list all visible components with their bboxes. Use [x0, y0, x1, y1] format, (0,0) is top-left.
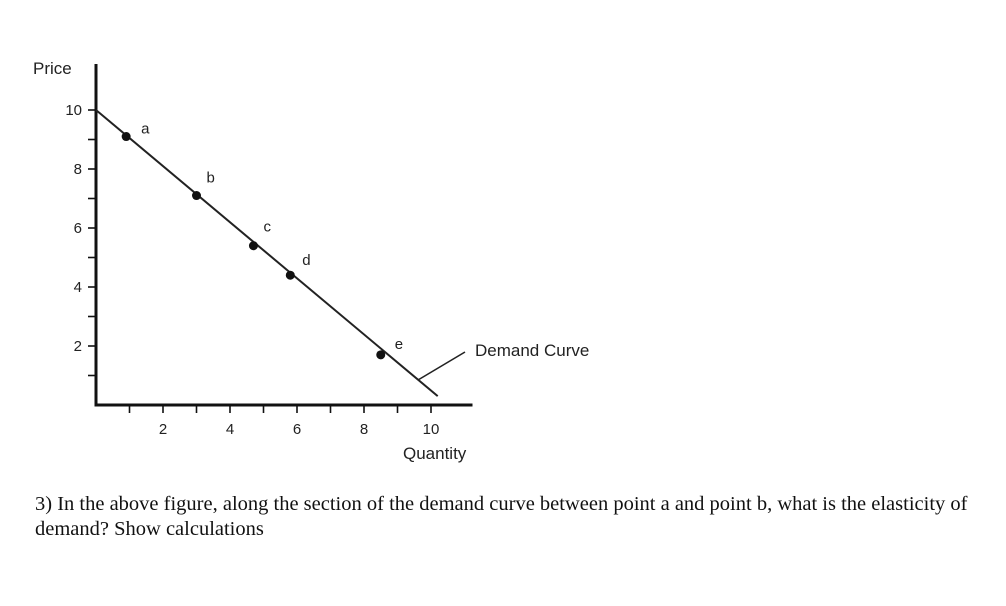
point-b	[192, 191, 201, 201]
y-axis-title: Price	[33, 59, 72, 78]
y-tick-label: 10	[65, 102, 82, 119]
x-tick-label: 10	[423, 421, 440, 438]
y-tick-label: 8	[74, 161, 82, 178]
x-tick-label: 8	[360, 421, 368, 438]
point-e	[376, 350, 386, 360]
demand-curve-label: Demand Curve	[475, 341, 589, 360]
point-c	[248, 241, 258, 251]
x-tick-label: 6	[293, 421, 301, 438]
point-label-a: a	[141, 121, 150, 138]
demand-curve-annotation-line	[417, 351, 466, 381]
point-label-b: b	[207, 170, 215, 187]
point-d	[285, 270, 295, 280]
point-label-c: c	[263, 219, 271, 236]
demand-chart: 2 4 6 8 10 2 4 6 8 10 a b c d e Price Quantity Demand…	[33, 59, 589, 463]
curve-layer	[95, 109, 439, 397]
y-tick-label: 2	[74, 338, 82, 355]
demand-chart-svg: 2 4 6 8 10 2 4 6 8 10 a b c d e Price Quantity Demand…	[33, 59, 589, 463]
x-tick-label: 4	[226, 421, 234, 438]
question-text: 3) In the above figure, along the sectio…	[35, 493, 968, 540]
y-tick-label: 4	[74, 279, 82, 296]
point-label-e: e	[395, 336, 403, 353]
demand-curve-line	[95, 109, 439, 397]
point-a	[121, 132, 131, 142]
chart-axes	[94, 64, 473, 407]
x-axis-title: Quantity	[403, 444, 467, 463]
chart-ticks: 2 4 6 8 10 2 4 6 8 10	[65, 102, 439, 438]
x-tick-label: 2	[159, 421, 167, 438]
y-tick-label: 6	[74, 220, 82, 237]
point-label-d: d	[302, 252, 310, 269]
points-layer: a b c d e	[121, 121, 403, 360]
